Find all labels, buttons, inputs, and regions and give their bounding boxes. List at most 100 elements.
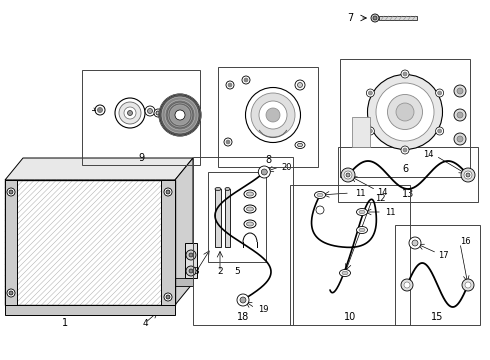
Circle shape	[462, 279, 474, 291]
Ellipse shape	[225, 188, 230, 190]
Circle shape	[261, 169, 267, 175]
Polygon shape	[161, 180, 175, 305]
Ellipse shape	[388, 95, 422, 130]
Polygon shape	[23, 278, 193, 286]
Ellipse shape	[359, 210, 365, 214]
Ellipse shape	[244, 220, 256, 228]
Ellipse shape	[266, 108, 280, 122]
Ellipse shape	[376, 83, 434, 141]
Circle shape	[367, 127, 374, 135]
Text: 8: 8	[265, 155, 271, 165]
Circle shape	[466, 173, 470, 177]
Circle shape	[189, 253, 193, 257]
Ellipse shape	[295, 80, 305, 90]
Ellipse shape	[154, 109, 162, 117]
Ellipse shape	[246, 192, 253, 196]
Text: 18: 18	[237, 312, 249, 322]
Ellipse shape	[297, 82, 302, 87]
Circle shape	[224, 138, 232, 146]
Bar	[290, 185, 410, 325]
Ellipse shape	[396, 103, 414, 121]
Circle shape	[189, 269, 193, 273]
Circle shape	[457, 112, 463, 118]
Ellipse shape	[159, 94, 201, 136]
Text: 20: 20	[281, 162, 292, 171]
Circle shape	[258, 166, 270, 178]
Text: 10: 10	[344, 312, 356, 322]
Circle shape	[368, 91, 372, 95]
Circle shape	[95, 105, 105, 115]
Ellipse shape	[245, 87, 300, 143]
Polygon shape	[5, 180, 175, 305]
Text: 5: 5	[234, 267, 240, 276]
Circle shape	[401, 146, 409, 154]
Circle shape	[226, 81, 234, 89]
Text: 11: 11	[385, 207, 395, 216]
Circle shape	[9, 190, 13, 194]
Circle shape	[403, 72, 407, 76]
Ellipse shape	[342, 271, 348, 275]
Circle shape	[454, 133, 466, 145]
Circle shape	[412, 240, 418, 246]
Ellipse shape	[119, 102, 141, 124]
Ellipse shape	[315, 192, 325, 198]
Bar	[352, 117, 370, 147]
Circle shape	[164, 188, 172, 196]
Text: 7: 7	[347, 13, 353, 23]
Text: 1: 1	[62, 318, 68, 328]
Ellipse shape	[244, 190, 256, 198]
Polygon shape	[175, 158, 193, 305]
Ellipse shape	[170, 105, 190, 125]
Text: 14: 14	[377, 188, 387, 197]
Text: 14: 14	[423, 149, 433, 158]
Circle shape	[346, 173, 350, 177]
Text: 15: 15	[431, 312, 443, 322]
Text: 3: 3	[193, 267, 199, 276]
Circle shape	[461, 168, 475, 182]
Text: 13: 13	[402, 189, 414, 199]
Text: 17: 17	[438, 251, 448, 260]
Ellipse shape	[162, 97, 198, 133]
Ellipse shape	[215, 188, 221, 190]
Ellipse shape	[115, 98, 145, 128]
Text: 6: 6	[402, 164, 408, 174]
Ellipse shape	[259, 101, 287, 129]
Bar	[225, 189, 230, 247]
Circle shape	[166, 190, 170, 194]
Circle shape	[242, 76, 250, 84]
Ellipse shape	[317, 193, 323, 197]
Text: 9: 9	[138, 153, 144, 163]
Circle shape	[186, 266, 196, 276]
Circle shape	[367, 89, 374, 97]
Circle shape	[164, 293, 172, 301]
Ellipse shape	[145, 106, 155, 116]
Circle shape	[316, 206, 324, 214]
Ellipse shape	[124, 107, 136, 119]
Ellipse shape	[251, 93, 295, 137]
Bar	[215, 189, 221, 247]
Circle shape	[404, 282, 410, 288]
Ellipse shape	[295, 141, 305, 149]
Ellipse shape	[156, 111, 160, 115]
Circle shape	[7, 188, 15, 196]
Ellipse shape	[359, 228, 365, 232]
Polygon shape	[5, 158, 193, 180]
Circle shape	[98, 108, 102, 112]
Ellipse shape	[246, 207, 253, 211]
Circle shape	[454, 109, 466, 121]
Circle shape	[9, 291, 13, 295]
Polygon shape	[5, 180, 17, 305]
Ellipse shape	[246, 222, 253, 226]
Ellipse shape	[357, 208, 368, 216]
Polygon shape	[5, 180, 175, 305]
Circle shape	[226, 140, 230, 144]
Text: 19: 19	[258, 306, 268, 315]
Ellipse shape	[357, 226, 368, 234]
Bar	[5, 305, 175, 315]
Circle shape	[464, 171, 472, 179]
Circle shape	[237, 294, 249, 306]
Ellipse shape	[297, 143, 302, 147]
Circle shape	[438, 91, 441, 95]
Bar	[340, 59, 470, 177]
Circle shape	[438, 129, 441, 133]
